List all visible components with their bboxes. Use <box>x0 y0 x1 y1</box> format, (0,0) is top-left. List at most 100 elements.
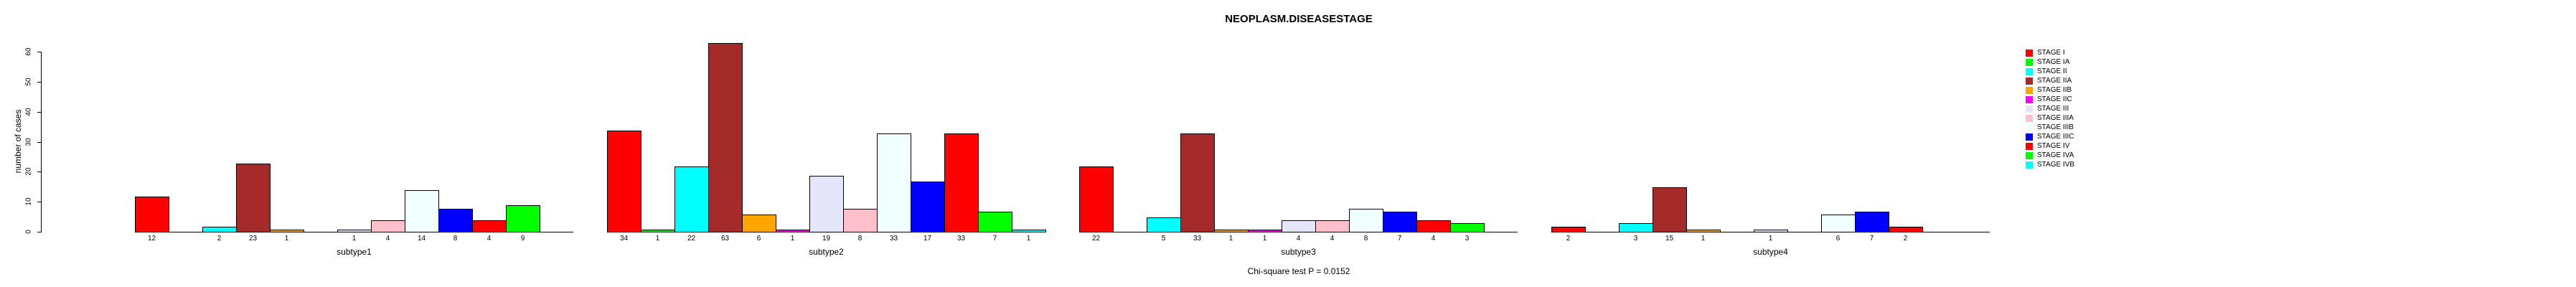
bar-stage-iiic-subtype2 <box>911 182 945 232</box>
legend-label: STAGE IIA <box>2037 77 2072 85</box>
legend-swatch-stage-i <box>2026 49 2033 57</box>
bar-value-label: 63 <box>720 235 730 243</box>
bar-value-label: 4 <box>1431 235 1436 243</box>
bar-value-label: 1 <box>655 235 660 243</box>
bar-value-label: 8 <box>1363 235 1368 243</box>
bar-value-label: 1 <box>1228 235 1233 243</box>
bar-stage-iii-subtype1 <box>337 230 372 232</box>
chart-title: NEOPLASM.DISEASESTAGE <box>1225 13 1373 25</box>
bar-value-label: 7 <box>1397 235 1402 243</box>
bar-value-label: 1 <box>1026 235 1031 243</box>
bar-stage-iib-subtype2 <box>742 215 776 232</box>
bar-stage-i-subtype4 <box>1551 227 1586 232</box>
y-axis-tick-label: 40 <box>24 108 33 116</box>
bar-stage-iv-subtype3 <box>1416 220 1451 232</box>
bar-stage-iib-subtype3 <box>1214 230 1249 232</box>
legend-label: STAGE IVB <box>2037 161 2075 169</box>
legend-swatch-stage-ia <box>2026 58 2033 66</box>
bar-stage-iiic-subtype3 <box>1383 212 1417 232</box>
bar-stage-iii-subtype4 <box>1754 230 1788 232</box>
legend-item: STAGE IA <box>2026 57 2069 67</box>
y-axis-tick-label: 30 <box>24 138 33 146</box>
bar-stage-iiia-subtype3 <box>1315 220 1350 232</box>
legend-item: STAGE IIIB <box>2026 123 2074 132</box>
bar-stage-ii-subtype1 <box>202 227 237 232</box>
legend-swatch-stage-ivb <box>2026 161 2033 169</box>
bar-value-label: 9 <box>520 235 525 243</box>
bar-stage-ivb-subtype2 <box>1012 230 1046 232</box>
legend-label: STAGE IIIC <box>2037 133 2074 141</box>
y-axis-line <box>41 52 42 232</box>
bar-stage-iva-subtype3 <box>1450 223 1485 232</box>
legend-swatch-stage-iva <box>2026 151 2033 159</box>
bar-stage-iic-subtype3 <box>1248 230 1282 232</box>
bar-stage-ia-subtype2 <box>641 230 675 232</box>
bar-value-label: 1 <box>1768 235 1773 243</box>
bar-value-label: 23 <box>248 235 258 243</box>
bar-value-label: 4 <box>486 235 492 243</box>
legend-label: STAGE IVA <box>2037 151 2074 159</box>
legend-swatch-stage-iiic <box>2026 133 2033 141</box>
bar-stage-iia-subtype4 <box>1653 187 1687 232</box>
y-axis-tick <box>37 171 41 172</box>
bar-stage-i-subtype1 <box>135 197 169 232</box>
bar-value-label: 12 <box>147 235 156 243</box>
bar-value-label: 7 <box>1869 235 1874 243</box>
bar-value-label: 14 <box>417 235 426 243</box>
x-axis-group-label-subtype2: subtype2 <box>809 247 844 257</box>
bar-stage-iiic-subtype1 <box>438 209 473 232</box>
bar-value-label: 8 <box>857 235 862 243</box>
bar-value-label: 1 <box>284 235 289 243</box>
bar-value-label: 1 <box>1262 235 1267 243</box>
legend-swatch-stage-iic <box>2026 95 2033 103</box>
chi-square-annotation: Chi-square test P = 0.0152 <box>1247 266 1350 276</box>
legend-label: STAGE IIB <box>2037 86 2072 94</box>
legend-swatch-stage-iiib <box>2026 123 2033 131</box>
y-axis-tick <box>37 82 41 83</box>
bar-stage-iva-subtype2 <box>978 212 1012 232</box>
bar-value-label: 4 <box>1330 235 1335 243</box>
bar-stage-i-subtype3 <box>1079 166 1114 232</box>
bar-stage-iiic-subtype4 <box>1855 212 1889 232</box>
bar-value-label: 8 <box>453 235 458 243</box>
bar-stage-iiib-subtype1 <box>405 190 439 232</box>
bar-stage-ii-subtype2 <box>674 166 709 232</box>
legend-item: STAGE II <box>2026 67 2067 76</box>
x-axis-group-label-subtype3: subtype3 <box>1281 247 1316 257</box>
legend-item: STAGE IIC <box>2026 95 2072 104</box>
bar-value-label: 2 <box>1566 235 1571 243</box>
bar-value-label: 6 <box>756 235 761 243</box>
bar-value-label: 2 <box>1903 235 1908 243</box>
legend-label: STAGE I <box>2037 49 2065 57</box>
bar-value-label: 22 <box>687 235 696 243</box>
y-axis-label: number of cases <box>13 109 23 174</box>
legend-label: STAGE II <box>2037 67 2067 75</box>
x-axis-group-label-subtype1: subtype1 <box>337 247 372 257</box>
bar-value-label: 5 <box>1161 235 1166 243</box>
bar-value-label: 33 <box>889 235 898 243</box>
y-axis-tick-label: 50 <box>24 77 33 86</box>
bar-value-label: 17 <box>923 235 932 243</box>
bar-value-label: 33 <box>1193 235 1202 243</box>
bar-stage-ii-subtype3 <box>1147 217 1181 232</box>
y-axis-tick-label: 60 <box>24 47 33 56</box>
bar-stage-iv-subtype2 <box>944 133 979 232</box>
legend-swatch-stage-iiia <box>2026 114 2033 122</box>
bar-value-label: 1 <box>352 235 357 243</box>
x-axis-group-label-subtype4: subtype4 <box>1753 247 1788 257</box>
legend-item: STAGE III <box>2026 104 2069 113</box>
bar-stage-iii-subtype3 <box>1282 220 1316 232</box>
bar-stage-iii-subtype2 <box>809 176 844 232</box>
bar-value-label: 1 <box>1701 235 1706 243</box>
bar-value-label: 15 <box>1665 235 1674 243</box>
legend-label: STAGE IA <box>2037 58 2070 66</box>
legend-item: STAGE IVA <box>2026 151 2074 160</box>
legend-label: STAGE III <box>2037 105 2069 113</box>
bar-stage-iia-subtype3 <box>1180 133 1215 232</box>
legend-swatch-stage-ii <box>2026 67 2033 75</box>
bar-value-label: 3 <box>1633 235 1638 243</box>
bar-value-label: 19 <box>822 235 831 243</box>
legend-item: STAGE I <box>2026 48 2065 57</box>
bar-stage-iib-subtype1 <box>270 230 304 232</box>
